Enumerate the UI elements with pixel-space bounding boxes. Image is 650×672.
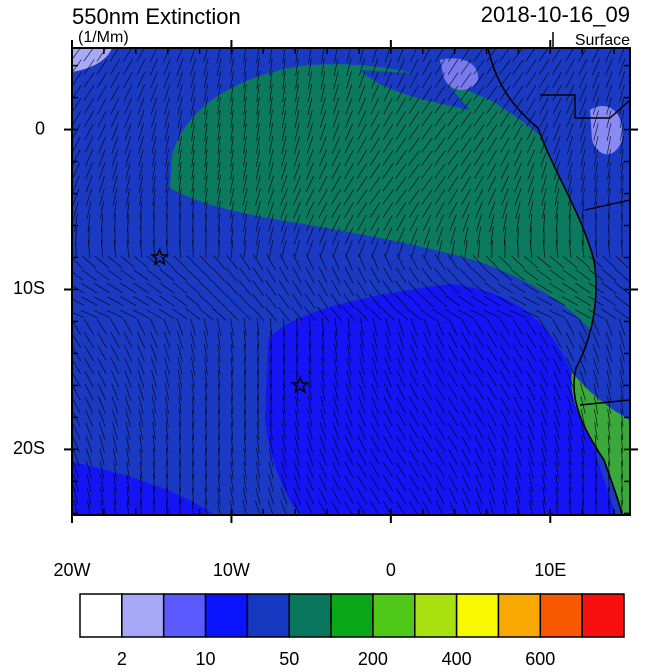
x-tick-label: 20W <box>53 560 90 580</box>
title: 550nm Extinction <box>72 4 241 29</box>
colorbar-label: 400 <box>442 649 472 667</box>
level: Surface <box>575 32 630 49</box>
units: (1/Mm) <box>78 29 129 46</box>
colorbar-box <box>540 594 582 637</box>
colorbar-label: 200 <box>358 649 388 667</box>
colorbar-box <box>80 594 122 637</box>
x-tick-label: 10E <box>534 560 566 580</box>
colorbar-label: 50 <box>279 649 299 667</box>
colorbar-box <box>289 594 331 637</box>
y-tick-label: 10S <box>13 278 45 298</box>
y-tick-label: 20S <box>13 438 45 458</box>
colorbar-box <box>582 594 624 637</box>
colorbar-box <box>498 594 540 637</box>
x-tick-label: 10W <box>213 560 250 580</box>
colorbar-box <box>457 594 499 637</box>
colorbar-box <box>331 594 373 637</box>
colorbar-box <box>415 594 457 637</box>
map-field <box>68 45 630 518</box>
colorbar-box <box>247 594 289 637</box>
colorbar-label: 2 <box>117 649 127 667</box>
colorbar-box <box>206 594 248 637</box>
datetime: 2018-10-16_09 <box>481 2 630 27</box>
x-tick-label: 0 <box>386 560 396 580</box>
colorbar-box <box>373 594 415 637</box>
colorbar: 2 10 50 200 400 600 <box>80 594 624 667</box>
colorbar-box <box>164 594 206 637</box>
colorbar-label: 600 <box>525 649 555 667</box>
y-tick-label: 0 <box>35 118 45 138</box>
colorbar-label: 10 <box>196 649 216 667</box>
colorbar-box <box>122 594 164 637</box>
